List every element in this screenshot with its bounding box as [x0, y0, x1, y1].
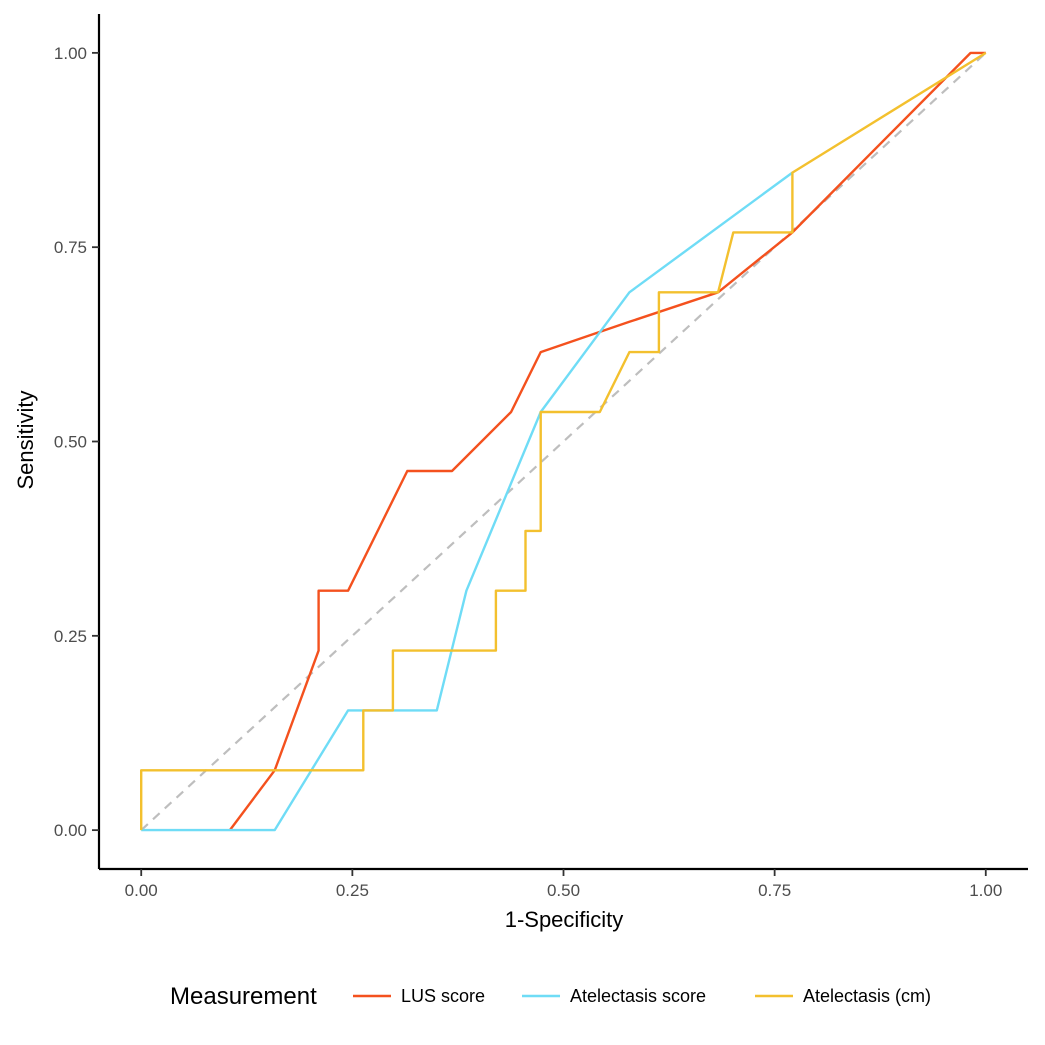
legend-label-lus-score: LUS score: [401, 986, 485, 1006]
series-line-lus-score: [228, 51, 986, 831]
series-lines: [139, 51, 987, 832]
x-axis-title: 1-Specificity: [505, 907, 624, 932]
y-tick-label: 0.75: [54, 238, 87, 257]
legend-label-atelectasis-score: Atelectasis score: [570, 986, 706, 1006]
x-tick-label: 0.00: [125, 881, 158, 900]
series-line-atelectasis-cm: [139, 51, 987, 831]
x-tick-label: 1.00: [969, 881, 1002, 900]
x-tick-label: 0.25: [336, 881, 369, 900]
legend-title: Measurement: [170, 983, 317, 1010]
y-tick-label: 0.50: [54, 433, 87, 452]
y-axis-title: Sensitivity: [13, 390, 38, 489]
x-tick-label: 0.75: [758, 881, 791, 900]
y-tick-label: 0.00: [54, 821, 87, 840]
y-tick-label: 0.25: [54, 627, 87, 646]
x-tick-label: 0.50: [547, 881, 580, 900]
legend-label-atelectasis-cm: Atelectasis (cm): [803, 986, 931, 1006]
legend: Measurement LUS score Atelectasis score At…: [170, 983, 931, 1010]
series-line-atelectasis-score: [141, 171, 794, 832]
reference-diagonal-line: [140, 52, 987, 831]
legend-items: LUS score Atelectasis score Atelectasis (c…: [353, 986, 931, 1006]
axes: 0.00 0.25 0.50 0.75 1.00 0.00 0.25 0.50 0.75 1.00: [54, 14, 1028, 900]
y-tick-label: 1.00: [54, 44, 87, 63]
